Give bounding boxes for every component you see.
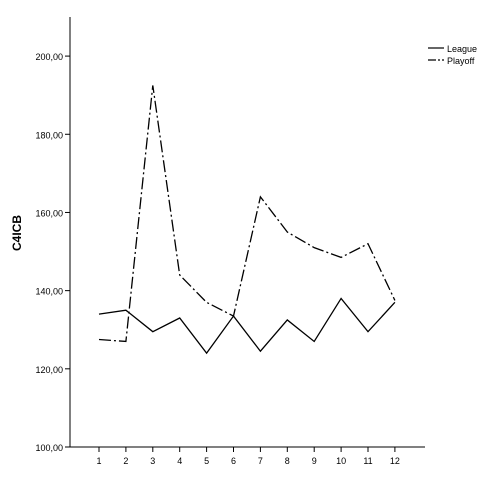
data-point-playoff (125, 341, 126, 342)
data-point-league (260, 351, 261, 352)
data-point-playoff (152, 85, 153, 86)
data-point-playoff (341, 257, 342, 258)
data-point-playoff (394, 300, 395, 301)
x-tick-label: 2 (123, 456, 128, 466)
data-point-playoff (206, 302, 207, 303)
data-point-league (179, 317, 180, 318)
y-axis-label: C4ICB (10, 215, 24, 251)
x-tick-label: 3 (150, 456, 155, 466)
data-point-league (206, 353, 207, 354)
data-point-playoff (260, 196, 261, 197)
data-point-league (152, 331, 153, 332)
data-point-playoff (287, 231, 288, 232)
y-tick-label: 160,00 (35, 208, 63, 218)
data-point-league (314, 341, 315, 342)
data-point-playoff (98, 339, 99, 340)
y-tick-label: 180,00 (35, 130, 63, 140)
data-point-playoff (314, 247, 315, 248)
legend: League Playoff (428, 44, 477, 66)
series-line-league (98, 297, 396, 355)
y-tick-label: 200,00 (35, 52, 63, 62)
data-point-league (394, 302, 395, 303)
y-tick-label: 120,00 (35, 365, 63, 375)
axes (69, 17, 425, 448)
x-tick-label: 1 (96, 456, 101, 466)
x-tick-label: 6 (231, 456, 236, 466)
data-point-league (98, 313, 99, 314)
y-tick-label: 140,00 (35, 287, 63, 297)
data-point-league (341, 298, 342, 299)
x-tick-label: 4 (177, 456, 182, 466)
data-point-league (287, 319, 288, 320)
x-tick-label: 11 (363, 456, 372, 466)
series-lines (98, 85, 396, 355)
data-point-playoff (367, 243, 368, 244)
data-point-playoff (179, 274, 180, 275)
x-tick-label: 10 (336, 456, 346, 466)
x-tick-label: 8 (285, 456, 290, 466)
legend-label-playoff: Playoff (447, 56, 475, 66)
x-tick-label: 12 (390, 456, 400, 466)
legend-label-league: League (447, 44, 477, 54)
x-tick-label: 9 (312, 456, 317, 466)
data-point-league (367, 331, 368, 332)
x-tick-label: 5 (204, 456, 209, 466)
series-line-playoff (98, 85, 396, 343)
data-point-league (125, 310, 126, 311)
x-tick-label: 7 (258, 456, 263, 466)
y-tick-label: 100,00 (35, 443, 63, 453)
data-point-playoff (233, 315, 234, 316)
